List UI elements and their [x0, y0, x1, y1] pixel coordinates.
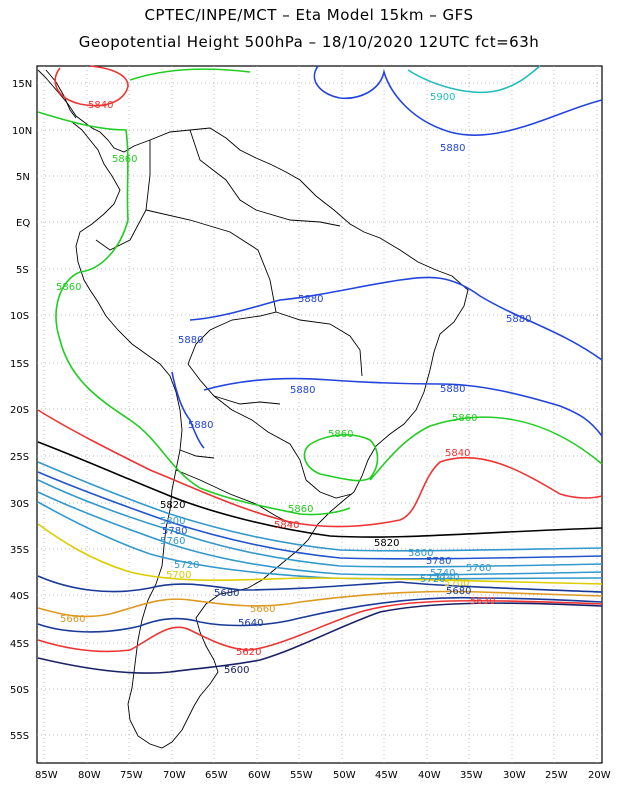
- lon-tick: 85W: [35, 770, 58, 781]
- contour-label: 5880: [298, 294, 323, 305]
- contour-label: 5860: [328, 429, 353, 440]
- lat-tick: 25S: [10, 452, 29, 463]
- lat-tick: 40S: [10, 591, 29, 602]
- lon-tick: 55W: [290, 770, 313, 781]
- lat-tick: 5S: [16, 265, 29, 276]
- contour-label: 5660: [250, 604, 275, 615]
- contour-label: 5820: [160, 500, 185, 511]
- contour-label: 5880: [178, 335, 203, 346]
- lon-tick: 40W: [418, 770, 441, 781]
- contour-label: 5720: [420, 574, 445, 585]
- contour-label: 5620: [236, 647, 261, 658]
- contour-label: 5740: [434, 572, 459, 583]
- contour-labels: 5840 5900 5880 5860 5860 5880 5880 5880 …: [56, 92, 531, 676]
- lat-tick: 35S: [10, 545, 29, 556]
- lat-tick: 45S: [10, 639, 29, 650]
- contour-label: 5880: [440, 384, 465, 395]
- contour-label: 5760: [160, 536, 185, 547]
- lat-tick: 5N: [16, 172, 30, 183]
- contour-label: 5860: [56, 282, 81, 293]
- lon-tick: 60W: [248, 770, 271, 781]
- contour-label: 5880: [506, 314, 531, 325]
- lat-tick: EQ: [16, 218, 30, 229]
- lon-tick: 70W: [163, 770, 186, 781]
- lat-tick: 50S: [10, 685, 29, 696]
- contour-label: 5860: [452, 413, 477, 424]
- contour-label: 5880: [440, 143, 465, 154]
- lat-tick: 20S: [10, 405, 29, 416]
- contour-label: 5700: [444, 578, 469, 589]
- contour-label: 5860: [112, 154, 137, 165]
- lon-tick: 80W: [78, 770, 101, 781]
- contour-label: 5800: [408, 548, 433, 559]
- lon-tick: 50W: [333, 770, 356, 781]
- lon-tick: 45W: [375, 770, 398, 781]
- contour-label: 5780: [426, 556, 451, 567]
- lon-tick: 35W: [460, 770, 483, 781]
- contour-label: 5760: [466, 563, 491, 574]
- contours: [37, 65, 603, 674]
- contour-label: 5680: [446, 586, 471, 597]
- contour-label: 5860: [288, 504, 313, 515]
- contour-label: 5680: [214, 588, 239, 599]
- contour-label: 5820: [374, 538, 399, 549]
- lon-tick: 25W: [545, 770, 568, 781]
- contour-label: 5660: [60, 614, 85, 625]
- contour-label: 5740: [430, 568, 455, 579]
- map-frame: [36, 65, 603, 764]
- contour-label: 5800: [160, 516, 185, 527]
- lon-tick: 65W: [205, 770, 228, 781]
- contour-label: 5640: [238, 618, 263, 629]
- contour-label: 5840: [274, 520, 299, 531]
- contour-label: 5900: [430, 92, 455, 103]
- contour-label: 5720: [174, 560, 199, 571]
- lon-tick: 20W: [588, 770, 611, 781]
- contour-label: 5840: [445, 448, 470, 459]
- lat-tick: 30S: [10, 499, 29, 510]
- contour-label: 5700: [166, 570, 191, 581]
- lat-tick: 15N: [12, 79, 32, 90]
- contour-label: 5880: [188, 420, 213, 431]
- contour-label: 5840: [88, 100, 113, 111]
- lon-tick: 75W: [120, 770, 143, 781]
- coastlines: [37, 69, 469, 749]
- lat-tick: 10S: [10, 311, 29, 322]
- lat-tick: 55S: [10, 731, 29, 742]
- contour-label: 5780: [162, 526, 187, 537]
- contour-label: 5630: [470, 596, 495, 607]
- longitude-ticks: 85W 80W 75W 70W 65W 60W 55W 50W 45W 40W …: [35, 770, 611, 781]
- contour-label: 5880: [290, 385, 315, 396]
- map-title: CPTEC/INPE/MCT – Eta Model 15km – GFS: [144, 6, 474, 24]
- latitude-ticks: 15N 10N 5N EQ 5S 10S 15S 20S 25S 30S 35S…: [10, 79, 32, 742]
- contour-label: 5600: [224, 665, 249, 676]
- map-subtitle: Geopotential Height 500hPa – 18/10/2020 …: [78, 33, 540, 51]
- lat-tick: 10N: [12, 126, 32, 137]
- lat-tick: 15S: [10, 359, 29, 370]
- lon-tick: 30W: [503, 770, 526, 781]
